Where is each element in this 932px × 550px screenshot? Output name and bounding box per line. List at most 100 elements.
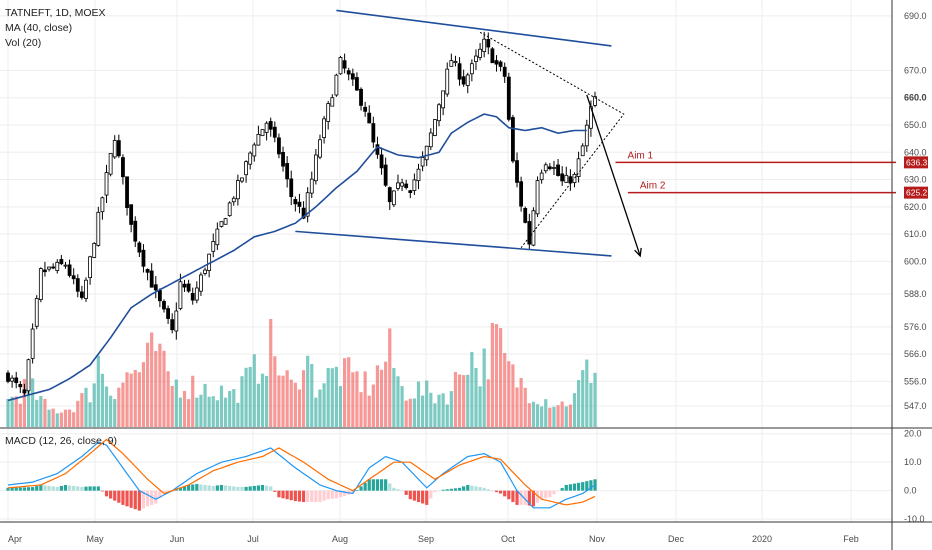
candle-body xyxy=(6,372,10,382)
macd-histogram-bar xyxy=(207,485,211,491)
volume-bar xyxy=(392,368,396,427)
volume-bar xyxy=(289,379,293,427)
candle-body xyxy=(322,118,326,138)
candle-body xyxy=(186,283,191,292)
candle-body xyxy=(449,60,454,67)
volume-bar xyxy=(367,395,371,427)
macd-histogram-bar xyxy=(581,482,585,491)
volume-bar xyxy=(170,385,174,427)
candle-body xyxy=(346,70,351,75)
candle-body xyxy=(92,243,97,258)
macd-histogram-bar xyxy=(265,485,269,491)
macd-histogram-bar xyxy=(187,484,191,491)
macd-histogram-bar xyxy=(281,490,285,499)
candle-body xyxy=(309,178,314,194)
macd-histogram-bar xyxy=(306,490,310,503)
volume-bar xyxy=(310,364,314,427)
volume-bar xyxy=(236,402,240,427)
candle-body xyxy=(281,152,285,167)
macd-histogram-bar xyxy=(375,479,380,491)
volume-bar xyxy=(326,367,330,427)
ma-layer xyxy=(7,113,587,402)
macd-histogram-bar xyxy=(174,489,178,491)
volume-bar xyxy=(548,407,552,427)
volume-bar xyxy=(441,393,445,427)
candle-body xyxy=(133,220,138,242)
volume-bars xyxy=(6,319,597,427)
volume-bar xyxy=(166,371,170,427)
candle-body xyxy=(453,61,458,64)
macd-histogram-bar xyxy=(396,489,400,491)
macd-histogram-bar xyxy=(334,490,338,499)
macd-histogram-bar xyxy=(236,486,240,491)
macd-histogram-bar xyxy=(154,490,158,504)
macd-histogram-bar xyxy=(117,490,121,503)
ma-line xyxy=(7,113,587,402)
candle-body xyxy=(519,181,524,207)
macd-histogram-bar xyxy=(367,479,371,491)
price-tick-label-3: 576.0 xyxy=(904,322,927,332)
macd-histogram-bar xyxy=(269,486,273,491)
macd-histogram-bar xyxy=(412,490,416,501)
macd-histogram-bar xyxy=(39,484,43,491)
macd-histogram-bar xyxy=(474,486,478,491)
macd-histogram-bar xyxy=(568,484,572,491)
volume-bar xyxy=(412,398,416,427)
candle-body xyxy=(153,284,158,291)
volume-bar xyxy=(129,373,133,427)
volume-bar xyxy=(466,374,470,427)
candle-body xyxy=(502,66,507,77)
volume-bar xyxy=(314,397,318,427)
volume-bar xyxy=(334,366,338,427)
x-tick-label-10: Feb xyxy=(843,534,859,544)
volume-bar xyxy=(6,398,10,427)
volume-bar xyxy=(59,412,63,427)
macd-histogram-bar xyxy=(437,490,441,492)
candle-body xyxy=(445,68,450,95)
volume-bar xyxy=(219,385,224,427)
candle-body xyxy=(223,218,228,225)
macd-histogram-bar xyxy=(552,490,556,495)
candle-body xyxy=(14,377,19,384)
volume-bar xyxy=(416,381,421,427)
macd-histogram-bar xyxy=(84,486,88,491)
volume-bar xyxy=(330,368,334,427)
candle-body xyxy=(157,290,162,302)
volume-bar xyxy=(445,404,449,427)
volume-bar xyxy=(63,409,68,427)
candle-body xyxy=(268,121,273,130)
candle-body xyxy=(580,145,585,157)
candle-body xyxy=(305,192,310,217)
volume-bar xyxy=(564,406,568,427)
macd-histogram-bar xyxy=(158,490,162,498)
volume-bar xyxy=(80,393,84,427)
aim-label-2: Aim 2 xyxy=(640,181,666,192)
macd-histogram-bar xyxy=(59,485,63,491)
volume-bar xyxy=(523,387,527,427)
candle-body xyxy=(457,63,462,80)
aim-price-tag-text-2: 625.2 xyxy=(906,188,928,198)
macd-histogram-bar xyxy=(515,490,519,505)
volume-bar xyxy=(540,406,544,427)
candle-body xyxy=(474,55,478,62)
macd-histogram-bar xyxy=(330,490,334,499)
macd-histogram-bar xyxy=(507,490,511,500)
macd-histogram-bar xyxy=(404,490,408,495)
macd-histogram-bar xyxy=(121,490,125,505)
x-tick-label-8: Dec xyxy=(668,534,685,544)
candle-body xyxy=(593,96,597,106)
candle-body xyxy=(211,241,216,252)
volume-bar xyxy=(84,387,88,427)
candle-body xyxy=(121,157,125,178)
candle-body xyxy=(543,164,548,172)
volume-bar xyxy=(39,396,43,427)
macd-histogram-bar xyxy=(527,490,531,506)
macd-histogram-bar xyxy=(141,490,146,509)
volume-bar xyxy=(568,404,572,427)
macd-histogram-bar xyxy=(425,490,429,505)
volume-bar xyxy=(109,395,113,427)
volume-bar xyxy=(232,389,236,427)
volume-bar xyxy=(462,375,466,427)
macd-histogram-bar xyxy=(363,482,367,491)
